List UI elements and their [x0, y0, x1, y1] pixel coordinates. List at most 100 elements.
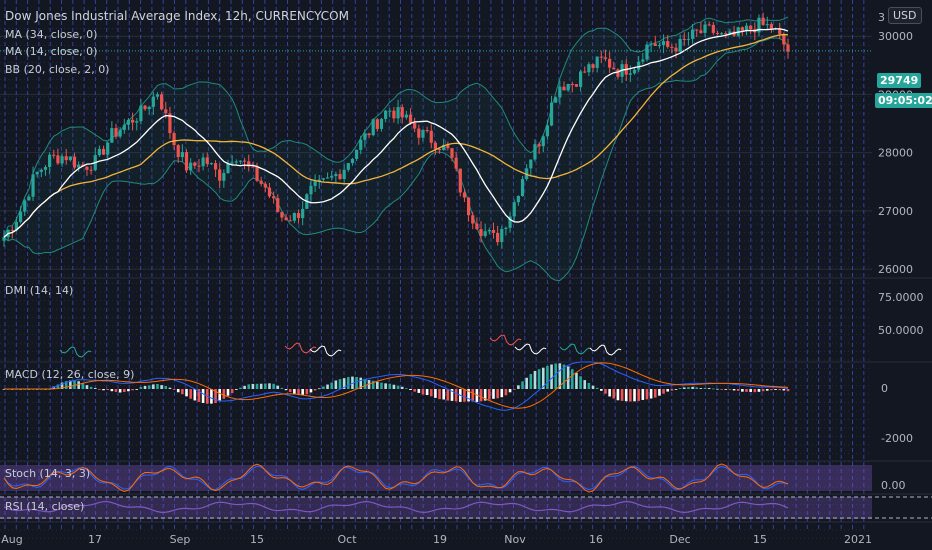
candle-body	[769, 24, 774, 29]
macd-histogram-bar	[641, 389, 645, 400]
candle-body	[101, 148, 106, 155]
candle-body	[653, 43, 657, 47]
macd-histogram-bar	[102, 389, 105, 391]
candle-body	[512, 202, 516, 217]
candle-body	[168, 113, 172, 134]
macd-legend[interactable]: MACD (12, 26, close, 9)	[5, 368, 135, 381]
candle-body	[533, 144, 537, 160]
candle-body	[118, 129, 122, 137]
candle-body	[14, 222, 19, 231]
candle-body	[122, 124, 126, 130]
stoch-axis-label: 0.00	[881, 479, 906, 492]
stoch-legend[interactable]: Stoch (14, 3, 3)	[5, 467, 91, 480]
candle-body	[437, 148, 442, 151]
macd-histogram-bar	[454, 389, 458, 402]
last-price-tag: 29749	[877, 73, 922, 88]
candle-body	[628, 73, 632, 75]
dmi-line	[59, 346, 92, 358]
currency-button[interactable]: USD	[888, 7, 922, 24]
macd-histogram-bar	[434, 389, 437, 398]
candle-body	[259, 180, 263, 184]
candle-body	[330, 175, 334, 178]
candle-body	[632, 69, 637, 74]
candle-body	[375, 119, 379, 129]
time-axis-label: 19	[433, 533, 447, 546]
dmi-line	[284, 342, 317, 354]
macd-histogram-bar	[380, 382, 383, 389]
macd-histogram-bar	[637, 389, 640, 401]
macd-histogram-bar	[658, 389, 661, 396]
candle-body	[359, 139, 363, 150]
macd-histogram-bar	[438, 389, 441, 400]
macd-histogram-bar	[479, 389, 483, 402]
candle-body	[276, 198, 280, 212]
ma34-legend[interactable]: MA (34, close, 0)	[5, 28, 98, 41]
macd-histogram-bar	[757, 389, 761, 392]
macd-histogram-bar	[143, 385, 147, 389]
candle-body	[189, 162, 193, 171]
macd-histogram-bar	[612, 389, 616, 399]
macd-histogram-bar	[326, 384, 329, 389]
candle-body	[475, 223, 479, 230]
candle-body	[674, 47, 678, 52]
dmi-axis-label: 75.0000	[878, 291, 924, 304]
candle-body	[786, 44, 790, 52]
macd-histogram-bar	[687, 387, 690, 389]
candle-body	[155, 94, 160, 97]
candle-body	[537, 144, 541, 147]
candle-body	[139, 105, 143, 122]
macd-histogram-bar	[396, 385, 400, 389]
macd-histogram-bar	[782, 389, 786, 391]
macd-histogram-bar	[152, 384, 155, 389]
macd-histogram-bar	[662, 389, 665, 394]
macd-histogram-bar	[691, 386, 694, 389]
candle-body	[371, 119, 375, 136]
candle-body	[313, 181, 317, 186]
dmi-legend[interactable]: DMI (14, 14)	[5, 284, 74, 297]
candle-body	[554, 97, 558, 103]
macd-histogram-bar	[570, 369, 574, 389]
macd-histogram-bar	[93, 388, 97, 389]
rsi-legend[interactable]: RSI (14, close)	[5, 500, 85, 513]
candle-body	[10, 229, 14, 231]
bb-legend[interactable]: BB (20, close, 2, 0)	[5, 63, 110, 76]
macd-histogram-bar	[60, 382, 64, 389]
macd-histogram-bar	[604, 389, 607, 394]
candle-body	[18, 211, 23, 223]
macd-histogram-bar	[467, 389, 470, 402]
macd-histogram-bar	[272, 383, 275, 389]
candle-body	[558, 86, 562, 98]
macd-histogram-bar	[488, 389, 491, 400]
time-axis-label: Oct	[337, 533, 357, 546]
candle-body	[466, 197, 471, 216]
candle-body	[39, 169, 43, 172]
dmi-line	[589, 344, 622, 356]
macd-histogram-bar	[504, 389, 508, 396]
macd-histogram-bar	[541, 367, 545, 389]
macd-histogram-bar	[56, 384, 60, 389]
candle-body	[711, 24, 715, 33]
candle-body	[545, 125, 550, 137]
macd-histogram-bar	[243, 385, 246, 389]
macd-histogram-bar	[193, 389, 197, 401]
candle-body	[27, 196, 31, 201]
candle-body	[218, 169, 222, 181]
macd-histogram-bar	[624, 389, 628, 402]
candle-body	[641, 59, 645, 62]
candle-body	[234, 161, 238, 163]
macd-histogram-bar	[342, 378, 346, 389]
candle-body	[64, 156, 68, 161]
candle-body	[429, 130, 433, 143]
macd-histogram-bar	[214, 389, 217, 404]
candle-body	[226, 163, 230, 174]
macd-histogram-bar	[587, 382, 591, 389]
macd-histogram-bar	[741, 389, 744, 392]
ma14-legend[interactable]: MA (14, close, 0)	[5, 45, 98, 58]
macd-histogram-bar	[521, 381, 524, 389]
candle-body	[612, 67, 616, 70]
candle-body	[520, 179, 525, 197]
macd-histogram-bar	[284, 389, 288, 391]
macd-histogram-bar	[761, 389, 765, 392]
macd-histogram-bar	[85, 385, 89, 389]
